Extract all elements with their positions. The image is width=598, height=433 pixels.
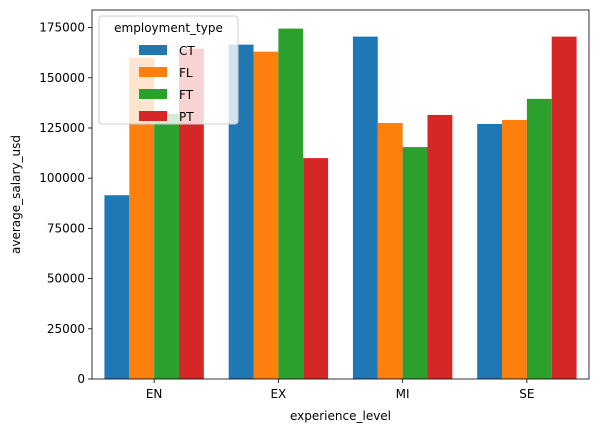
legend-items: CT FL FT PT — [139, 44, 195, 124]
bar-ft-mi — [402, 147, 428, 379]
bar-ft-ex — [278, 28, 304, 380]
y-tick-label: 25000 — [47, 322, 85, 336]
plot-frame — [91, 9, 590, 380]
legend-label-pt: PT — [179, 110, 194, 124]
y-tick-label: 50000 — [47, 272, 85, 286]
legend-swatch-ct — [139, 45, 167, 55]
legend-label-ct: CT — [179, 44, 195, 58]
bar-ft-se — [526, 98, 552, 380]
legend: employment_type CT FL FT PT — [98, 15, 239, 125]
y-tick-label: 0 — [77, 372, 85, 386]
legend-swatch-pt — [139, 111, 167, 121]
x-tick-label: EN — [146, 387, 163, 401]
bar-ct-mi — [352, 36, 378, 380]
y-tick-label: 175000 — [39, 21, 85, 35]
bars-layer — [104, 28, 577, 380]
bar-pt-ex — [303, 158, 329, 379]
y-axis-ticks: 0 25000 50000 75000 100000 125000 150000 175000 — [39, 21, 92, 386]
x-tick-label: MI — [396, 387, 410, 401]
legend-label-fl: FL — [179, 66, 193, 80]
y-tick-label: 75000 — [47, 221, 85, 235]
bar-ct-se — [477, 123, 503, 380]
bar-fl-mi — [377, 122, 403, 380]
y-tick-label: 100000 — [39, 171, 85, 185]
bar-ct-en — [104, 195, 130, 379]
bar-fl-ex — [253, 51, 279, 380]
bar-ft-en — [154, 113, 179, 380]
legend-title: employment_type — [114, 21, 223, 35]
legend-box — [98, 15, 239, 125]
legend-swatch-fl — [139, 67, 167, 77]
bar-pt-se — [551, 36, 577, 380]
y-axis-label: average_salary_usd — [9, 135, 23, 254]
bar-fl-se — [502, 119, 527, 379]
x-tick-label: EX — [270, 387, 286, 401]
x-axis-ticks: EN EX MI SE — [146, 379, 534, 401]
axes-layer — [91, 9, 590, 380]
y-tick-label: 125000 — [39, 121, 85, 135]
bar-pt-mi — [427, 114, 453, 380]
legend-label-ft: FT — [179, 88, 194, 102]
x-tick-label: SE — [519, 387, 534, 401]
legend-swatch-ft — [139, 89, 167, 99]
y-tick-label: 150000 — [39, 71, 85, 85]
x-axis-label: experience_level — [290, 409, 391, 423]
